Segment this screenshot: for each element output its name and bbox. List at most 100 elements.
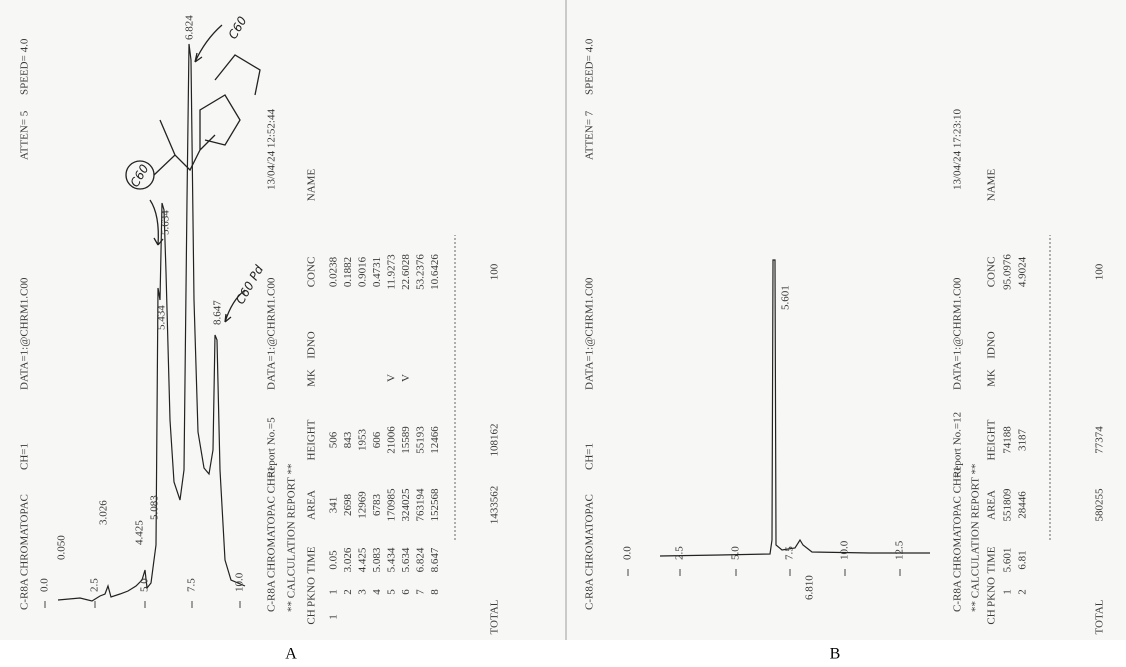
- column-header: TIME: [986, 546, 998, 573]
- peak-label: 3.026: [98, 500, 110, 525]
- panel-label: B: [830, 646, 841, 663]
- axis-tick-label: 7.5: [186, 578, 198, 592]
- chromatogram-header: DATA=1:@CHRM1.C00: [19, 277, 31, 390]
- peak-label: 5.083: [149, 495, 161, 520]
- chromatogram-header: ATTEN= 5: [19, 110, 31, 160]
- report-title: C-R8A CHROMATOPAC CH=1: [952, 466, 964, 612]
- table-cell: 0.1882: [342, 257, 354, 287]
- total-cell: 100: [489, 263, 501, 280]
- total-cell: TOTAL: [489, 599, 501, 634]
- table-cell: 152568: [429, 488, 441, 522]
- table-cell: 3.026: [342, 547, 354, 572]
- axis-tick-label: 0.0: [622, 546, 634, 560]
- table-cell: 2698: [342, 494, 354, 517]
- column-header: NAME: [306, 169, 318, 202]
- table-cell: 3: [357, 589, 369, 595]
- table-cell: 2: [342, 589, 354, 595]
- axis-tick-label: 5.0: [730, 546, 742, 560]
- column-header: TIME: [306, 546, 318, 573]
- table-cell: 506: [328, 431, 340, 448]
- report-title: 13/04/24 17:23:10: [952, 109, 964, 190]
- axis-tick-label: 2.5: [89, 578, 101, 592]
- column-header: NAME: [986, 169, 998, 202]
- table-cell: 1: [328, 589, 340, 595]
- peak-label: 6.810: [804, 575, 816, 600]
- chromatogram-header: ATTEN= 7: [584, 110, 596, 160]
- axis-tick-label: 0.0: [39, 578, 51, 592]
- total-cell: 1433562: [489, 486, 501, 525]
- column-header: CH: [306, 609, 318, 624]
- table-cell: 5.601: [1002, 548, 1014, 573]
- report-title: Report No.=5: [266, 417, 278, 478]
- table-cell: 53.2376: [415, 254, 427, 290]
- column-header: AREA: [986, 490, 998, 520]
- table-cell: 3187: [1017, 429, 1029, 452]
- chromatogram-header: SPEED= 4.0: [19, 38, 31, 95]
- table-cell: 8: [429, 589, 441, 595]
- table-cell: 1: [328, 614, 340, 620]
- panel-label: A: [285, 646, 297, 663]
- report-title: DATA=1:@CHRM1.C00: [952, 277, 964, 390]
- table-cell: 12466: [429, 426, 441, 454]
- report-title: Report No.=12: [952, 412, 964, 478]
- total-cell: 100: [1094, 263, 1106, 280]
- peak-label: 6.824: [184, 15, 196, 40]
- table-cell: 28446: [1017, 491, 1029, 519]
- chromatogram-header: DATA=1:@CHRM1.C00: [584, 277, 596, 390]
- table-cell: 6.824: [415, 547, 427, 572]
- total-cell: 77374: [1094, 426, 1106, 454]
- table-cell: 10.6426: [429, 254, 441, 290]
- table-cell: 74188: [1002, 426, 1014, 454]
- table-cell: 4.425: [357, 547, 369, 572]
- peak-label: 0.050: [56, 535, 68, 560]
- table-cell: 170985: [386, 488, 398, 522]
- axis-tick-label: 7.5: [784, 546, 796, 560]
- axis-tick-label: 12.5: [894, 540, 906, 560]
- axis-tick-label: 2.5: [674, 546, 686, 560]
- table-cell: 606: [371, 431, 383, 448]
- table-cell: 0.0238: [328, 256, 340, 287]
- axis-tick-label: 5.0: [139, 578, 151, 592]
- column-header: HEIGHT: [986, 419, 998, 460]
- column-header: CONC: [306, 257, 318, 288]
- table-cell: 95.0976: [1002, 254, 1014, 290]
- column-header: IDNO: [986, 331, 998, 359]
- axis-tick-label: 10.0: [234, 572, 246, 592]
- table-cell: 55193: [415, 426, 427, 454]
- table-cell: 1953: [357, 429, 369, 452]
- table-cell: 0.05: [328, 550, 340, 570]
- peak-label: 5.434: [156, 305, 168, 330]
- table-cell: 763194: [415, 488, 427, 522]
- table-cell: 4.9024: [1017, 256, 1029, 287]
- column-header: IDNO: [306, 331, 318, 359]
- table-cell: 0.9016: [357, 256, 369, 287]
- table-cell: 15589: [400, 426, 412, 454]
- column-header: PKNO: [986, 577, 998, 607]
- table-cell: V: [386, 374, 398, 382]
- table-cell: 7: [415, 589, 427, 595]
- table-cell: 5.634: [400, 547, 412, 572]
- peak-label: 4.425: [134, 520, 146, 545]
- table-cell: 2: [1017, 589, 1029, 595]
- table-cell: 12969: [357, 491, 369, 519]
- column-header: PKNO: [306, 577, 318, 607]
- table-cell: 5: [386, 589, 398, 595]
- column-header: HEIGHT: [306, 419, 318, 460]
- table-cell: 0.4731: [371, 257, 383, 287]
- chromatogram-header: SPEED= 4.0: [584, 38, 596, 95]
- chromatogram-header: CH=1: [19, 443, 31, 470]
- report-subtitle: ** CALCULATION REPORT **: [970, 463, 982, 612]
- table-cell: 4: [371, 589, 383, 595]
- peak-label: 8.647: [212, 300, 224, 325]
- report-title: C-R8A CHROMATOPAC CH=1: [266, 466, 278, 612]
- hand-drawing: [125, 24, 261, 323]
- report-subtitle: ** CALCULATION REPORT **: [286, 463, 298, 612]
- total-cell: 108162: [489, 424, 501, 457]
- column-header: CONC: [986, 257, 998, 288]
- report-title: DATA=1:@CHRM1.C00: [266, 277, 278, 390]
- chromatogram-header: C-R8A CHROMATOPAC: [19, 494, 31, 610]
- peak-label: 5.601: [780, 285, 792, 310]
- trace-b: [659, 259, 930, 557]
- table-cell: 6783: [371, 494, 383, 517]
